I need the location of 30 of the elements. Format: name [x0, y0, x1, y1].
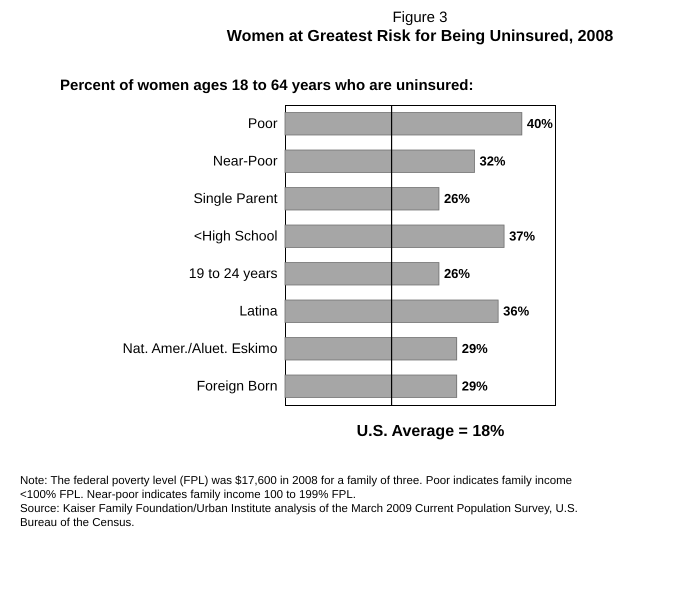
y-tick-label: Near-Poor — [212, 152, 278, 168]
data-label: 40% — [526, 116, 554, 131]
data-label: 26% — [444, 266, 470, 281]
text: Note: The federal poverty level (FPL) was $17,600 in 2008 for a family of three. Poor indicates family income <100% FPL. Near-poor indicates family income 100 to 199% FPL. — [20, 475, 572, 501]
bar — [284, 112, 522, 136]
ref-line-label: U.S. Average = 18% — [356, 423, 504, 440]
data-label: 37% — [509, 228, 536, 244]
data-label: 32% — [479, 153, 506, 168]
y-tick-label: Poor — [248, 114, 278, 131]
y-tick-label: Latina — [239, 302, 278, 318]
bar — [284, 150, 475, 173]
bar — [284, 187, 440, 210]
bar — [284, 337, 458, 360]
text: Percent of women ages 18 to 64 years who are uninsured: — [60, 77, 474, 94]
data-label: 36% — [503, 303, 530, 318]
bar — [284, 374, 458, 398]
chart-title: Figure 3 — [392, 9, 448, 26]
data-label: 26% — [444, 190, 470, 206]
y-tick-label: Nat. Amer./Aluet. Eskimo — [122, 340, 278, 356]
source-note: Source: Kaiser Family Foundation/Urban Institute analysis of the March 2009 Current Population Survey, U.S. Bureau of the Census. — [20, 503, 578, 529]
y-tick-label: <High School — [194, 227, 278, 244]
y-tick-label: Foreign Born — [196, 377, 278, 394]
data-label: 29% — [462, 340, 488, 356]
data-label: 29% — [462, 378, 488, 394]
bar — [284, 262, 440, 286]
bar — [284, 300, 499, 323]
bar — [284, 224, 504, 248]
chart-subtitle: Women at Greatest Risk for Being Uninsured, 2008 — [226, 28, 614, 45]
y-tick-label: 19 to 24 years — [188, 264, 278, 281]
y-tick-label: Single Parent — [193, 190, 278, 206]
